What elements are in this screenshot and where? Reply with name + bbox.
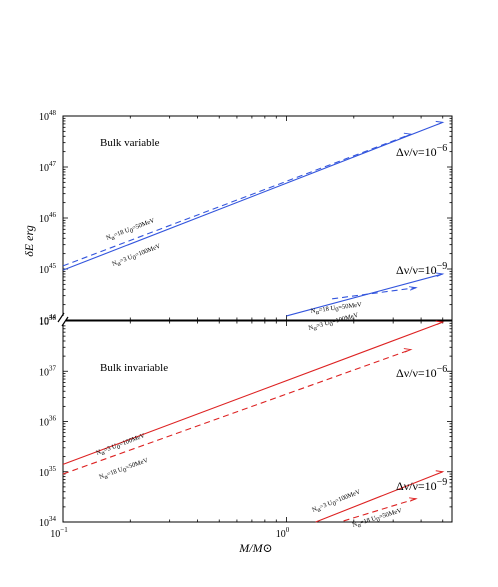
series-label: Nα=3 U0=100MeV [111, 243, 162, 270]
y-tick-label: 1038 [39, 314, 57, 328]
bottom-series-end-mark [435, 470, 445, 475]
y-tick-label: 1044 [39, 313, 57, 327]
y-tick-label: 1046 [39, 211, 57, 225]
y-tick-label: 1036 [39, 415, 57, 429]
x-tick-label: 10−1 [50, 526, 68, 540]
bottom-panel: 1034 1035 1036 1037 1038 10−1 100 Bulk invariab… [39, 314, 453, 540]
delta-nu-label: Δν/ν=10−9 [396, 477, 447, 493]
axis-break-slash [61, 316, 69, 327]
y-tick-label: 1034 [39, 515, 57, 529]
bottom-series-0-dashed [62, 349, 412, 475]
y-axis-label: δE erg [22, 225, 36, 256]
top-series-0-solid [62, 121, 443, 271]
axis-break-mark [57, 312, 69, 327]
bottom-series-1-solid [315, 471, 443, 523]
top-series-end-mark [409, 286, 418, 291]
delta-nu-label: Δν/ν=10−9 [396, 261, 447, 277]
bottom-plot-frame [62, 320, 453, 523]
bottom-series-end-mark [409, 497, 418, 502]
y-tick-label: 1045 [39, 262, 57, 276]
x-axis-label: M/M⊙ [238, 541, 272, 555]
top-series-1-dashed [332, 287, 417, 300]
x-tick-label: 100 [276, 526, 290, 540]
top-panel: 1044 1045 1046 1047 1048 Bulk variable Nα=3 U0… [39, 109, 453, 333]
bottom-panel-title: Bulk invariable [100, 362, 168, 374]
top-series-end-mark [435, 120, 445, 126]
series-label: Nα=18 U0=50MeV [98, 457, 150, 483]
y-tick-label: 1037 [39, 364, 57, 378]
top-series-end-mark [403, 132, 413, 138]
series-label: Nα=3 U0=100MeV [311, 488, 362, 515]
delta-nu-label: Δν/ν=10−6 [396, 364, 447, 380]
delta-nu-label: Δν/ν=10−6 [396, 143, 447, 159]
axis-break-gap [60, 316, 66, 324]
axis-break-slash [57, 312, 65, 323]
top-series-end-mark [435, 272, 445, 277]
series-label: Nα=3 U0=100MeV [95, 432, 147, 459]
bottom-series-0-solid [62, 321, 443, 465]
bottom-series-1-dashed [343, 498, 417, 522]
y-tick-label: 1047 [39, 160, 57, 174]
y-tick-label: 1035 [39, 465, 57, 479]
bottom-series-end-mark [435, 320, 445, 326]
top-series-0-dashed [62, 133, 412, 267]
y-tick-label: 1048 [39, 109, 57, 123]
top-panel-title: Bulk variable [100, 137, 160, 149]
series-label: Nα=18 U0=50MeV [310, 301, 362, 317]
bottom-series-end-mark [403, 348, 413, 353]
common-axis-labels: δE erg M/M⊙ [22, 225, 273, 555]
